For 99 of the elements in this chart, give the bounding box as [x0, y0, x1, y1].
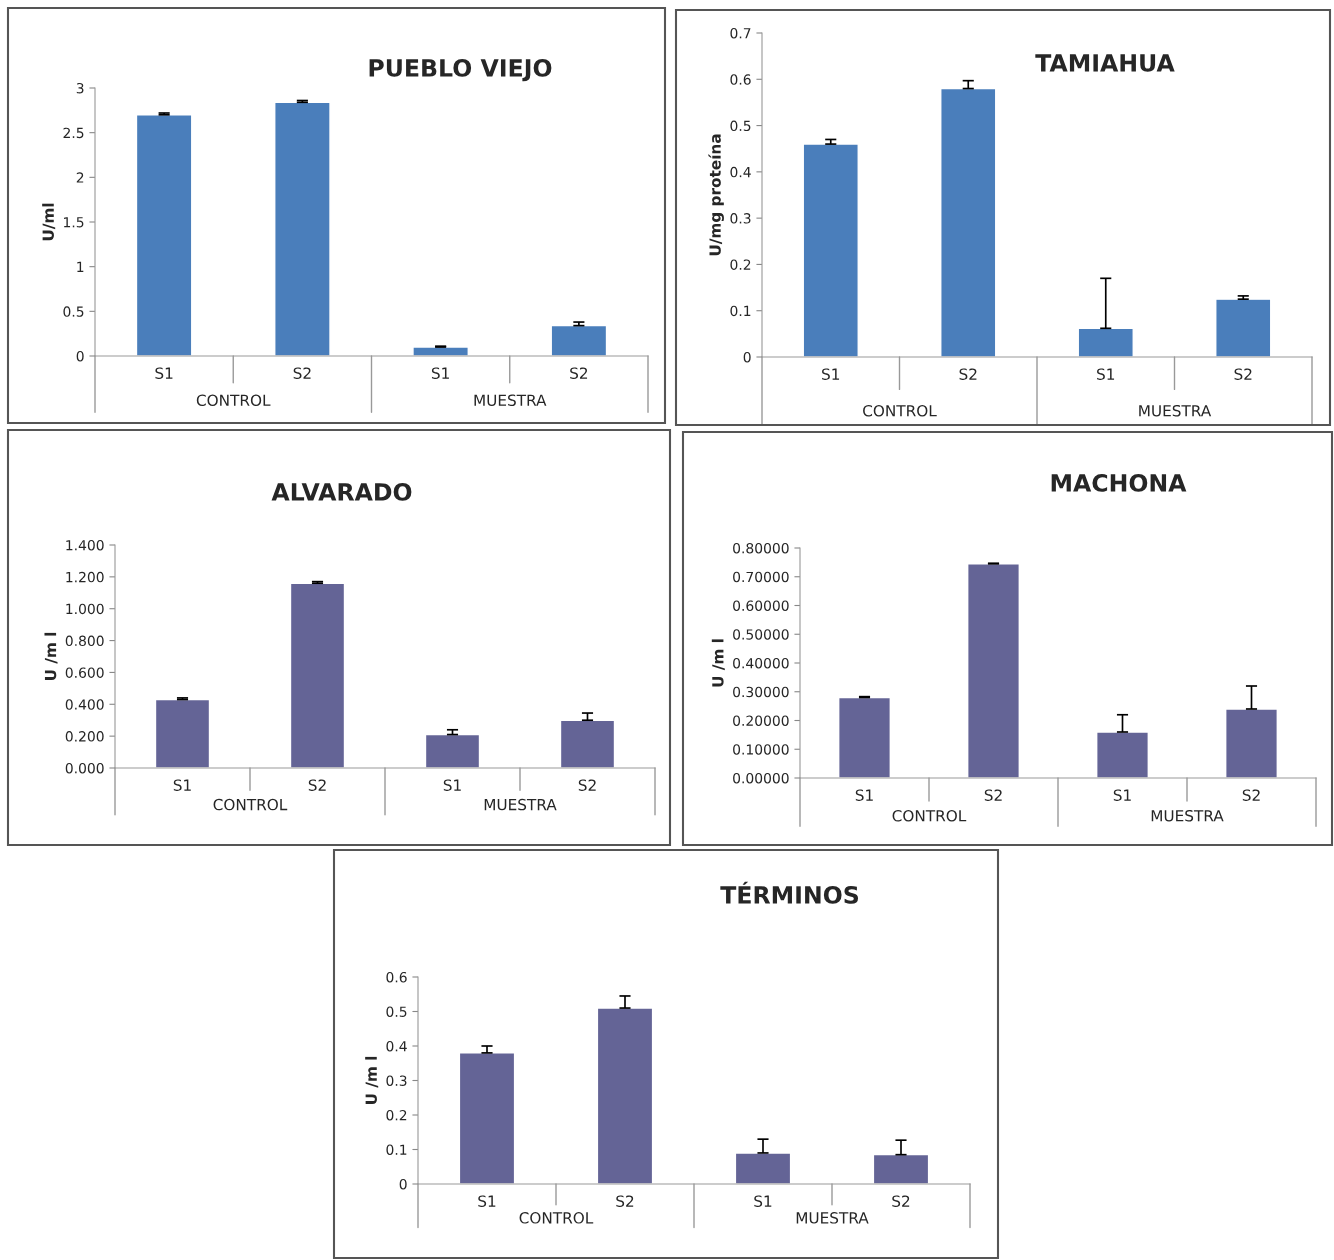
x-tick-label: S1 [443, 779, 461, 791]
y-tick-label: 2.5 [63, 127, 84, 139]
x-tick-label: S1 [431, 367, 449, 379]
bar [734, 1152, 792, 1184]
bar [412, 346, 469, 356]
bar [596, 1007, 654, 1184]
y-tick-label: 0.80000 [733, 542, 789, 554]
y-tick-label: 0.600 [65, 667, 104, 678]
bar [802, 143, 859, 357]
bar [458, 1052, 516, 1184]
x-tick-label: S1 [478, 1195, 496, 1207]
bar [1215, 298, 1272, 357]
y-tick-label: 0.6 [730, 74, 751, 85]
y-tick-label: 0.6 [386, 971, 407, 983]
bar [967, 563, 1020, 778]
text: MUESTRA [474, 394, 547, 406]
x-tick-label: S2 [616, 1195, 634, 1207]
y-tick-label: 0 [743, 351, 751, 363]
x-tick-label: S2 [892, 1195, 910, 1207]
y-tick-label: 0.4 [386, 1040, 407, 1052]
bar [289, 582, 346, 768]
text: MUESTRA [796, 1212, 869, 1224]
bar [872, 1153, 930, 1184]
y-tick-label: 0.4 [730, 166, 751, 178]
x-tick-label: S1 [754, 1195, 772, 1207]
x-tick-label: S1 [855, 789, 873, 801]
chart-title: ALVARADO [271, 482, 412, 501]
y-tick-label: 0.7 [730, 27, 751, 39]
bar [838, 696, 891, 778]
y-tick-label: 0.3 [730, 213, 751, 224]
x-tick-label: S2 [578, 779, 596, 791]
y-tick-label: 0.3 [386, 1075, 407, 1086]
text: MUESTRA [484, 798, 557, 811]
x-tick-label: S2 [1242, 789, 1260, 801]
y-axis-title: U/mg proteína [708, 134, 724, 256]
y-tick-label: 0.70000 [733, 571, 789, 583]
y-tick-label: 0.1 [386, 1144, 407, 1155]
y-axis-title: U /m l [711, 639, 725, 687]
y-tick-label: 0.000 [65, 762, 104, 774]
x-tick-label: S1 [1097, 368, 1115, 380]
y-axis-title: U /m l [365, 1056, 379, 1104]
text: TAMIAHUA [1035, 54, 1175, 72]
text: MUESTRA [1151, 809, 1224, 822]
y-tick-label: 0 [399, 1178, 407, 1190]
bar [135, 114, 193, 356]
y-tick-label: 0.1 [730, 305, 751, 317]
y-tick-label: 0.5 [730, 120, 751, 132]
chart-title: PUEBLO VIEJO [369, 58, 552, 82]
y-tick-label: 0.50000 [733, 629, 789, 640]
text: CONTROL [892, 809, 967, 822]
x-tick-label: S2 [984, 789, 1002, 801]
y-tick-label: 0.400 [65, 699, 104, 710]
x-tick-label: S1 [1113, 789, 1131, 801]
y-tick-label: 0.800 [65, 635, 104, 647]
y-tick-label: 0.5 [63, 306, 84, 317]
y-tick-label: 0.40000 [733, 657, 789, 669]
y-tick-label: 0 [76, 350, 84, 362]
y-tick-label: 0.00000 [733, 772, 789, 784]
y-tick-label: 0.5 [386, 1006, 407, 1017]
x-tick-label: S2 [959, 368, 977, 380]
bar [550, 324, 608, 356]
x-tick-label: S1 [822, 368, 840, 380]
chart-title: MACHONA [1051, 473, 1187, 492]
bar [940, 87, 997, 357]
x-tick-label: S2 [308, 779, 326, 791]
y-tick-label: 1.5 [64, 217, 84, 228]
x-tick-label: S2 [570, 367, 588, 379]
y-tick-label: 0.20000 [733, 715, 789, 726]
text: CONTROL [863, 404, 937, 417]
bar [559, 719, 616, 768]
y-tick-label: 1.000 [66, 603, 104, 615]
y-tick-label: 0.2 [730, 259, 751, 270]
y-tick-label: 1.400 [66, 539, 104, 551]
x-tick-label: S1 [155, 367, 173, 379]
text: CONTROL [196, 394, 271, 406]
chart-title: TÉRMINOS [720, 881, 859, 904]
text: CONTROL [213, 798, 288, 811]
y-axis-title: U/ml [42, 203, 56, 241]
y-tick-label: 0.60000 [733, 600, 789, 611]
y-axis-title: U /m l [44, 632, 58, 680]
text: CONTROL [519, 1212, 594, 1224]
y-tick-label: 0.10000 [733, 744, 789, 755]
y-tick-label: 0.200 [65, 731, 104, 742]
bar [154, 698, 211, 768]
bar [1096, 731, 1149, 778]
y-tick-label: 0.30000 [733, 686, 789, 698]
bar [1077, 327, 1134, 357]
y-tick-label: 1.200 [66, 571, 104, 583]
text: MUESTRA [1139, 404, 1212, 417]
bar [1225, 708, 1278, 778]
y-tick-label: 2 [76, 172, 84, 183]
x-tick-label: S2 [293, 367, 311, 379]
y-tick-label: 0.2 [386, 1109, 407, 1121]
x-tick-label: S1 [173, 779, 191, 791]
x-tick-label: S2 [1234, 368, 1252, 380]
bar [274, 101, 331, 356]
y-tick-label: 3 [76, 82, 84, 94]
bar [424, 733, 481, 768]
y-tick-label: 1 [77, 261, 84, 272]
